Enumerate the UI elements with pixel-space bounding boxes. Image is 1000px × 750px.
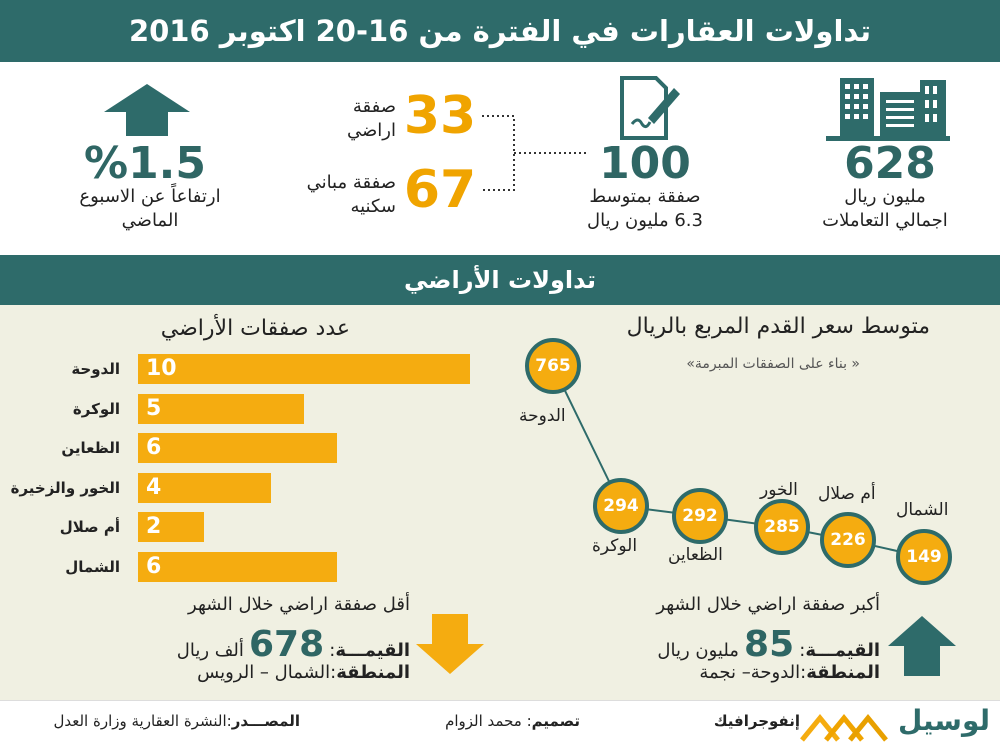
buildings-value: 67 [403,160,477,220]
section-bar: تداولات الأراضي [0,255,1000,305]
total-value: 628 [844,138,936,189]
bar-category-label: الخور والزخيرة [10,478,120,497]
header-bar: تداولات العقارات في الفترة من 16-20 اكتو… [0,0,1000,62]
bar [138,433,338,463]
smallest-title: أقل صفقة اراضي خلال الشهر [188,594,410,615]
largest-title: أكبر صفقة اراضي خلال الشهر [656,594,880,615]
price-chart-title: متوسط سعر القدم المربع بالريال [626,314,930,339]
buildings-line2: سكنيه [350,196,396,217]
section-title: تداولات الأراضي [404,266,596,294]
land-value: 33 [403,86,477,146]
bar-category-label: أم صلال [59,518,120,536]
bar-value-label: 5 [146,395,162,421]
largest-value: 85 [744,624,795,665]
smallest-value-label: القيمـــة [335,640,410,661]
bar-value-label: 6 [146,435,162,460]
largest-unit: مليون ريال [657,640,739,661]
footer [0,700,1000,750]
footer-design-label: تصميم [531,712,580,730]
page-title: تداولات العقارات في الفترة من 16-20 اكتو… [128,14,872,48]
up-arrow-icon [104,84,190,136]
footer-brand: إنفوجرافيك [713,712,800,730]
bar-category-label: الشمال [65,557,120,576]
largest-region: الدوحة– نجمة [699,662,801,683]
bar [138,472,271,503]
smallest-region-row: المنطقة:الشمال – الرويس [197,662,410,683]
buildings-icon [826,78,950,141]
chevron-logo-icon [800,714,888,742]
bar [138,551,338,582]
footer-design-row: تصميم: محمد الزوام [445,712,580,730]
price-chart-subtitle: « بناء على الصفقات المبرمة» [686,356,860,372]
footer-designer: محمد الزوام [445,712,522,730]
bar [138,512,205,542]
rise-value: %1.5 [83,138,207,189]
footer-source-row: المصـــدر:النشرة العقارية وزارة العدل [53,712,300,730]
largest-value-row: القيمـــة: 85 مليون ريال [657,624,880,665]
smallest-value: 678 [249,624,325,665]
bar-value-label: 2 [146,514,162,539]
smallest-value-row: القيمـــة: 678 ألف ريال [176,624,410,665]
bar [138,393,304,424]
deals-line1: صفقة بمتوسط [589,186,701,207]
largest-value-label: القيمـــة [805,640,880,661]
largest-region-row: المنطقة:الدوحة– نجمة [699,662,880,683]
buildings-line1: صفقة مباني [306,172,396,193]
smallest-unit: ألف ريال [176,640,244,661]
largest-up-arrow-icon [888,616,956,676]
bar-value-label: 6 [146,553,162,579]
footer-logo: لوسيل [897,704,991,737]
smallest-region-label: المنطقة [336,662,410,683]
bar-value-label: 4 [146,474,162,500]
deals-value: 100 [599,138,691,189]
dotted-connector [482,115,586,191]
rise-line1: ارتفاعاً عن الاسبوع [79,186,221,207]
contract-icon [620,76,680,140]
bar [138,354,470,384]
bar-category-label: الدوحة [71,360,120,378]
largest-region-label: المنطقة [806,662,880,683]
bar-category-label: الوكرة [72,399,120,418]
land-deals-bar-chart: الدوحة 10 الوكرة 5 الظعاين 6 الخور والزخيرة 4 أم… [0,350,480,590]
land-line2: اراضي [347,120,396,141]
total-line1: مليون ريال [844,186,926,207]
bar-value-label: 10 [146,356,177,381]
footer-source: النشرة العقارية وزارة العدل [53,712,227,730]
total-line2: اجمالي التعاملات [822,210,948,231]
bar-category-label: الظعاين [61,439,120,457]
rise-line2: الماضي [121,210,179,231]
bar-chart-title: عدد صفقات الأراضي [160,316,350,341]
land-line1: صفقة [352,96,396,117]
price-connector-path [552,365,925,558]
smallest-region: الشمال – الرويس [197,662,331,683]
smallest-down-arrow-icon [416,614,484,674]
footer-source-label: المصـــدر [231,712,300,730]
deals-line2: 6.3 مليون ريال [587,210,703,231]
